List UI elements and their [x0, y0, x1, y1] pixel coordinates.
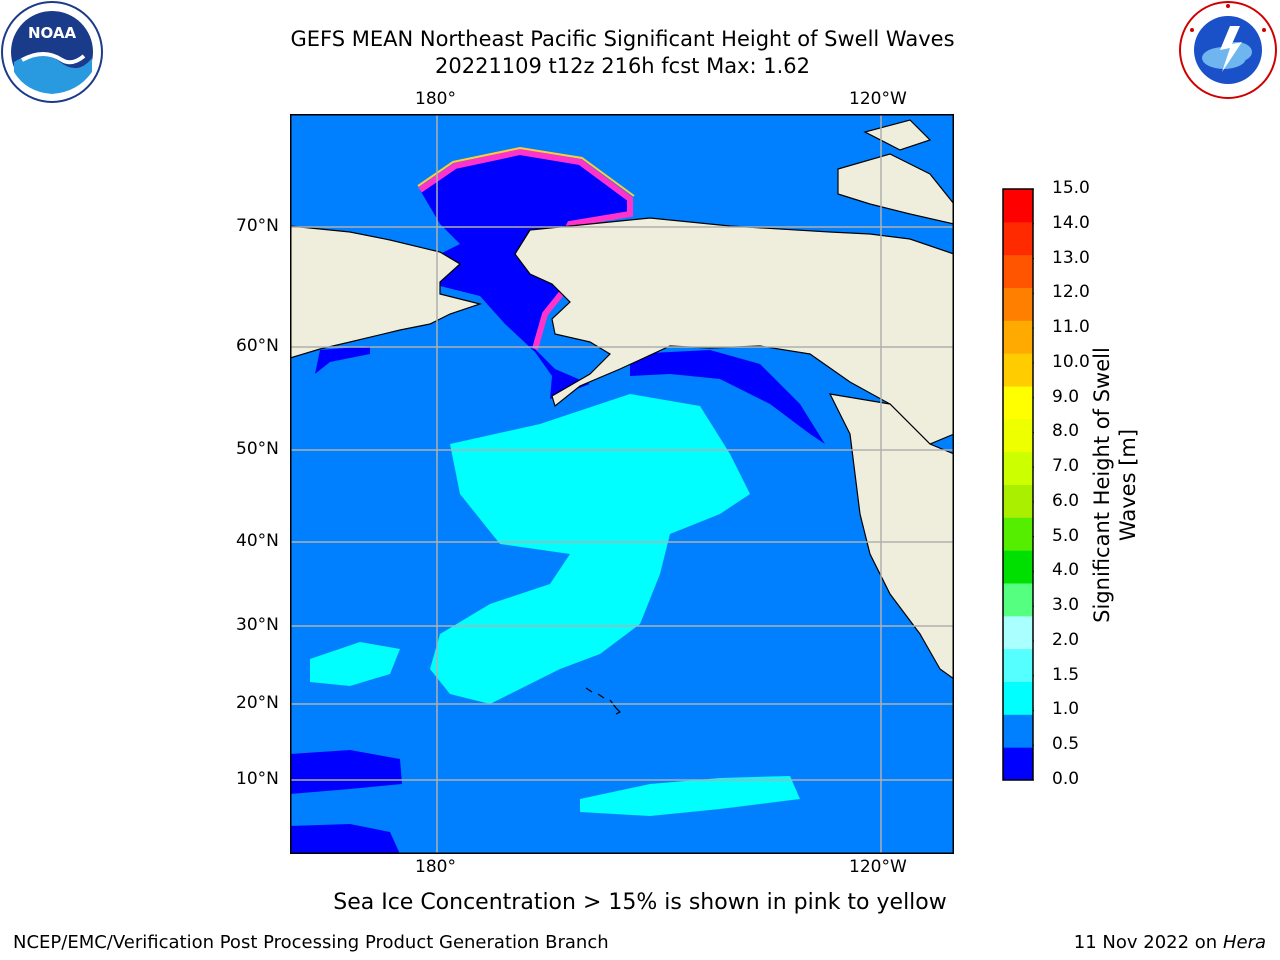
lon-label-top-180: 180° [415, 89, 456, 109]
tropical-low-swell-1 [290, 750, 402, 794]
chart-subtitle: 20221109 t12z 216h fcst Max: 1.62 [435, 54, 810, 78]
nws-lightning-cloud-icon [1179, 1, 1277, 99]
colorbar-swatch [1003, 287, 1033, 321]
colorbar-tick-label: 3.0 [1052, 595, 1080, 616]
lon-label-bottom-120w: 120°W [849, 857, 907, 877]
chart-title: GEFS MEAN Northeast Pacific Significant … [290, 27, 955, 51]
footer-date: 11 Nov 2022 on Hera [1074, 932, 1266, 953]
canadian-arctic-islands [837, 153, 954, 225]
colorbar [1002, 188, 1034, 781]
bering-coast-low-swell [315, 346, 370, 374]
colorbar-tick-label: 10.0 [1052, 351, 1090, 372]
gulf-of-alaska-low-swell [630, 350, 825, 444]
arctic-island-small [863, 119, 932, 151]
colorbar-swatch [1003, 484, 1033, 518]
colorbar-tick-label: 15.0 [1052, 178, 1090, 198]
sea-ice-edge-yellow [417, 146, 635, 197]
swell-height-map [290, 114, 954, 854]
lon-label-top-120w: 120°W [849, 89, 907, 109]
north-america-land [828, 393, 954, 680]
lat-label-50n: 50°N [236, 439, 279, 459]
colorbar-swatch [1003, 550, 1033, 584]
colorbar-swatch [1003, 747, 1033, 781]
lat-label-20n: 20°N [236, 693, 279, 713]
subtropical-mid-swell-west [310, 642, 400, 686]
footer-host: Hera [1222, 932, 1266, 953]
colorbar-swatch [1003, 615, 1033, 650]
colorbar-swatch [1003, 517, 1033, 551]
colorbar-tick-label: 5.0 [1052, 525, 1080, 546]
colorbar-tick-label: 4.0 [1052, 560, 1080, 581]
colorbar-swatch [1003, 353, 1033, 387]
lon-label-bottom-180: 180° [415, 857, 456, 877]
colorbar-tick-label: 1.0 [1052, 699, 1080, 720]
sea-ice-edge [418, 148, 633, 350]
colorbar-tick-label: 7.0 [1052, 456, 1080, 477]
footer-organization: NCEP/EMC/Verification Post Processing Pr… [13, 932, 609, 953]
colorbar-swatch [1003, 418, 1033, 453]
noaa-logo-text: NOAA [28, 24, 77, 42]
colorbar-tick-label: 9.0 [1052, 386, 1080, 407]
colorbar-tick-label: 6.0 [1052, 490, 1080, 511]
lat-label-60n: 60°N [236, 336, 279, 356]
colorbar-tick-label: 11.0 [1052, 317, 1090, 338]
colorbar-tick-label: 0.5 [1052, 734, 1080, 755]
colorbar-swatch [1003, 451, 1033, 485]
sea-ice-caption: Sea Ice Concentration > 15% is shown in … [333, 890, 947, 915]
colorbar-swatch [1003, 386, 1033, 420]
noaa-logo: NOAA [1, 1, 103, 103]
colorbar-swatch [1003, 648, 1033, 682]
colorbar-label: Significant Height of Swell Waves [m] [1090, 347, 1140, 623]
colorbar-swatch [1003, 221, 1033, 256]
colorbar-tick-label: 1.5 [1052, 664, 1080, 685]
lat-label-10n: 10°N [236, 769, 279, 789]
colorbar-swatch [1003, 681, 1033, 715]
colorbar-swatch [1003, 189, 1033, 223]
colorbar-tick-label: 2.0 [1052, 629, 1080, 650]
colorbar-tick-label: 13.0 [1052, 247, 1090, 268]
map-frame [290, 114, 954, 854]
colorbar-swatch [1003, 583, 1033, 617]
colorbar-tick-label: 14.0 [1052, 212, 1090, 233]
colorbar-swatch [1003, 320, 1033, 354]
colorbar-tick-label: 8.0 [1052, 421, 1080, 442]
colorbar-tick-label: 0.0 [1052, 769, 1080, 789]
footer-date-text: 11 Nov 2022 on [1073, 932, 1218, 953]
bering-sea-low-swell [420, 152, 630, 399]
map-gridlines [290, 114, 954, 854]
tropical-low-swell-2 [290, 824, 400, 854]
colorbar-swatch [1003, 714, 1033, 748]
lat-label-70n: 70°N [236, 216, 279, 236]
colorbar-swatch [1003, 254, 1033, 288]
colorbar-tick-label: 12.0 [1052, 282, 1090, 303]
equatorial-mid-swell [580, 776, 800, 816]
lat-label-30n: 30°N [236, 615, 279, 635]
lat-label-40n: 40°N [236, 531, 279, 551]
